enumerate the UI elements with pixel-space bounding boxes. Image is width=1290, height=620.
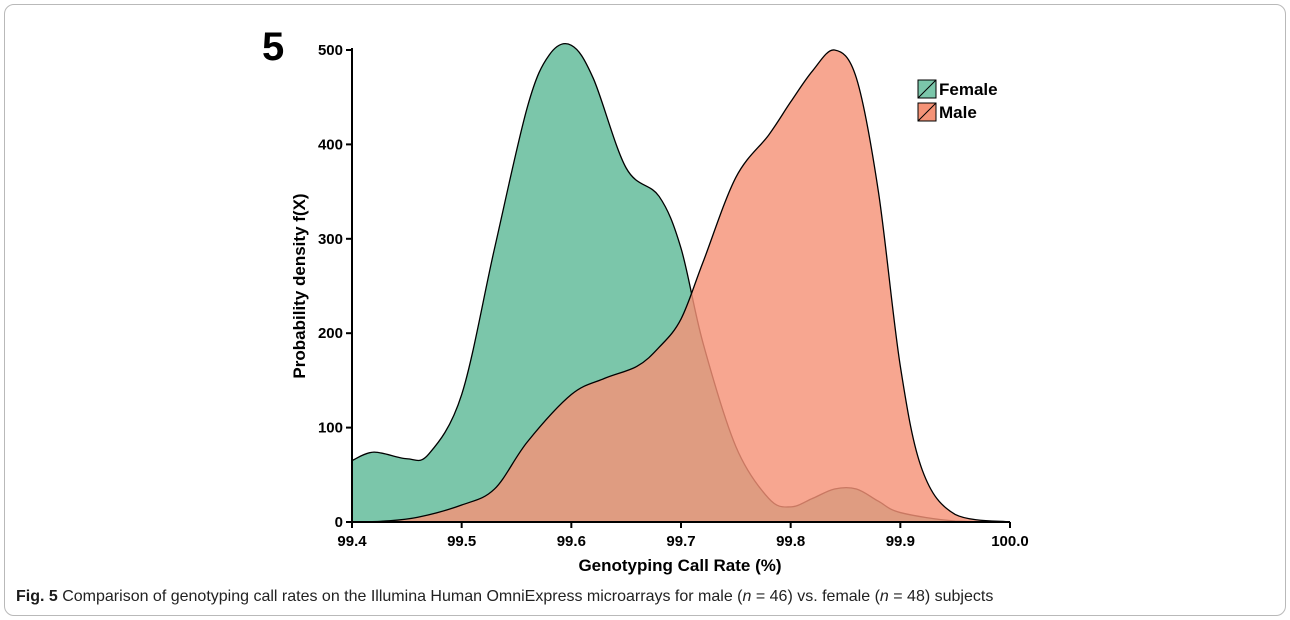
female-density-area (352, 43, 1010, 523)
y-tick-label: 500 (318, 42, 343, 59)
chart-areas (351, 43, 1011, 523)
x-tick-label: 99.8 (776, 533, 805, 550)
legend-slash-male (917, 102, 937, 122)
figure-frame (4, 4, 1286, 616)
x-tick-label: 99.4 (337, 533, 367, 550)
y-axis-title: Probability density f(X) (290, 193, 309, 378)
caption-text-2: = 46) vs. female ( (751, 588, 880, 605)
caption-text-3: = 48) subjects (888, 588, 994, 605)
caption-n-male: n (742, 588, 752, 605)
x-tick-label: 99.7 (666, 533, 695, 550)
y-tick-label: 100 (318, 420, 343, 437)
male-density-area (352, 49, 1010, 522)
legend-label-female: Female (939, 80, 998, 99)
chart-legend: Female Male (917, 79, 998, 122)
figure-caption: Fig. 5 Comparison of genotyping call rat… (16, 588, 1276, 606)
caption-n-female: n (879, 588, 889, 605)
legend-label-male: Male (939, 103, 977, 122)
y-tick-label: 400 (318, 136, 343, 153)
caption-text-1: Comparison of genotyping call rates on t… (57, 588, 743, 605)
x-tick-label: 99.5 (447, 533, 476, 550)
y-tick-label: 300 (318, 231, 343, 248)
x-tick-label: 99.6 (557, 533, 586, 550)
panel-label: 5 (262, 25, 284, 69)
x-tick-label: 100.0 (991, 533, 1029, 550)
y-tick-label: 0 (335, 514, 343, 531)
y-tick-label: 200 (318, 325, 343, 342)
x-axis-title: Genotyping Call Rate (%) (578, 556, 781, 575)
male-density-outline (351, 49, 1011, 523)
chart-axes: 99.4 99.5 99.6 99.7 99.8 99.9 100.0 0 100 200 300 4… (318, 42, 1029, 550)
legend-slash-female (917, 79, 937, 99)
density-chart: 5 99.4 99.5 99.6 99.7 99.8 99.9 100.0 0 100 200 30… (262, 25, 1029, 575)
x-tick-label: 99.9 (886, 533, 915, 550)
caption-label: Fig. 5 (16, 588, 58, 605)
